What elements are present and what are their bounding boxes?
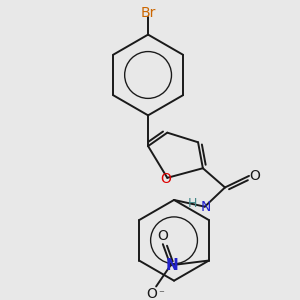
Text: N: N <box>201 200 211 214</box>
Text: H: H <box>188 197 197 210</box>
Text: Br: Br <box>140 7 156 20</box>
Text: O: O <box>146 287 157 300</box>
Text: O: O <box>160 172 171 186</box>
Text: N: N <box>165 258 178 273</box>
Text: ⁻: ⁻ <box>158 289 164 299</box>
Text: O: O <box>249 169 260 183</box>
Text: O: O <box>158 230 168 244</box>
